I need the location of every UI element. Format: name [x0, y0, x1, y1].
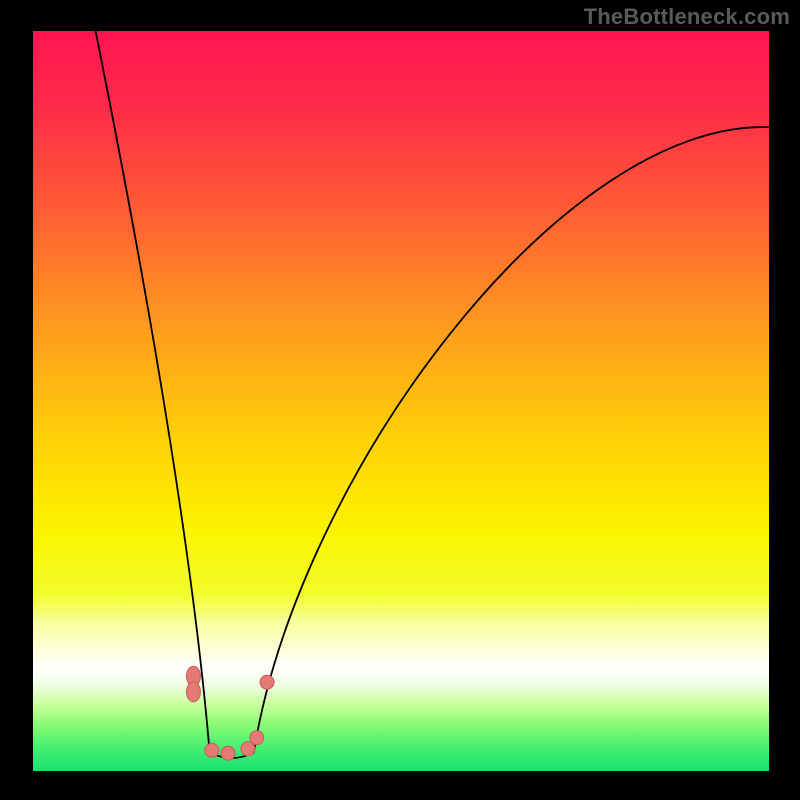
plot-svg [33, 31, 769, 771]
data-marker [221, 746, 235, 760]
plot-area [33, 31, 769, 771]
data-marker [205, 743, 219, 757]
data-marker [186, 682, 200, 702]
data-marker [260, 675, 274, 689]
data-marker [250, 731, 264, 745]
canvas: TheBottleneck.com [0, 0, 800, 800]
attribution-text: TheBottleneck.com [584, 4, 790, 30]
